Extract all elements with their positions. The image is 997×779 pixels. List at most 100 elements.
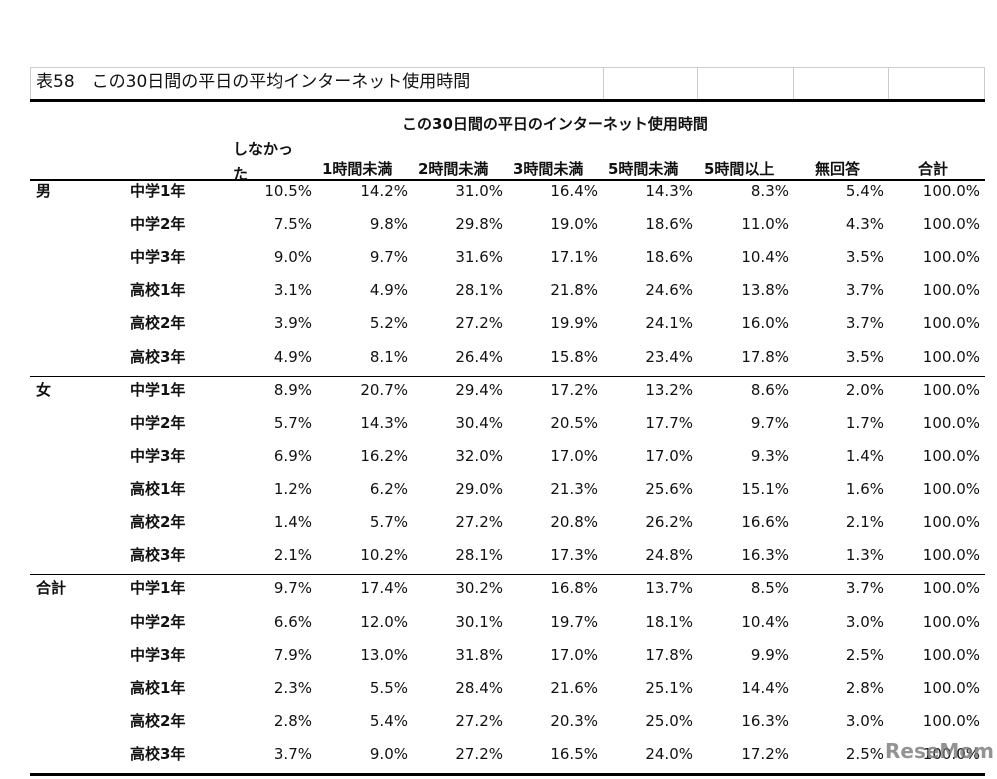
cell-value: 10.5%: [264, 182, 312, 200]
cell-value: 3.7%: [845, 579, 884, 598]
cell-value: 100.0%: [922, 579, 980, 598]
cell-value: 30.1%: [455, 612, 503, 631]
cell-value: 9.7%: [369, 248, 408, 267]
cell-value: 29.0%: [455, 480, 503, 499]
cell-value: 31.0%: [455, 182, 503, 200]
row-label: 中学3年: [130, 446, 186, 465]
cell-value: 13.2%: [645, 380, 693, 399]
rule: [30, 375, 985, 377]
cell-value: 21.6%: [550, 678, 598, 697]
cell-value: 8.3%: [750, 182, 789, 200]
empty-cell: [603, 67, 698, 100]
column-header: しなかった: [233, 140, 294, 183]
cell-value: 100.0%: [922, 480, 980, 499]
cell-value: 9.7%: [273, 579, 312, 598]
column-header: 5時間以上: [704, 160, 775, 178]
row-label: 高校3年: [130, 745, 186, 764]
rule: [30, 773, 985, 776]
cell-value: 10.4%: [741, 248, 789, 267]
cell-value: 1.6%: [845, 480, 884, 499]
cell-value: 26.4%: [455, 347, 503, 366]
cell-value: 1.7%: [845, 413, 884, 432]
row-label: 高校3年: [130, 347, 186, 366]
cell-value: 17.0%: [550, 446, 598, 465]
cell-value: 100.0%: [922, 711, 980, 730]
cell-value: 2.3%: [273, 678, 312, 697]
cell-value: 2.5%: [845, 645, 884, 664]
cell-value: 27.2%: [455, 314, 503, 333]
cell-value: 28.1%: [455, 546, 503, 565]
cell-value: 17.4%: [360, 579, 408, 598]
cell-value: 1.3%: [845, 546, 884, 565]
cell-value: 100.0%: [922, 678, 980, 697]
cell-value: 16.3%: [741, 711, 789, 730]
cell-value: 17.7%: [645, 413, 693, 432]
row-label: 高校2年: [130, 513, 186, 532]
row-label: 高校1年: [130, 678, 186, 697]
cell-value: 15.8%: [550, 347, 598, 366]
cell-value: 14.3%: [645, 182, 693, 200]
cell-value: 100.0%: [922, 248, 980, 267]
cell-value: 3.9%: [273, 314, 312, 333]
group-label: 女: [36, 380, 52, 399]
cell-value: 30.2%: [455, 579, 503, 598]
cell-value: 3.7%: [273, 745, 312, 764]
row-label: 高校2年: [130, 314, 186, 333]
cell-value: 27.2%: [455, 513, 503, 532]
cell-value: 16.4%: [550, 182, 598, 200]
row-label: 高校1年: [130, 281, 186, 300]
cell-value: 100.0%: [922, 645, 980, 664]
cell-value: 6.2%: [369, 480, 408, 499]
cell-value: 16.8%: [550, 579, 598, 598]
cell-value: 19.9%: [550, 314, 598, 333]
cell-value: 100.0%: [922, 314, 980, 333]
cell-value: 24.0%: [645, 745, 693, 764]
cell-value: 100.0%: [922, 446, 980, 465]
cell-value: 19.7%: [550, 612, 598, 631]
cell-value: 24.1%: [645, 314, 693, 333]
cell-value: 9.0%: [273, 248, 312, 267]
cell-value: 31.8%: [455, 645, 503, 664]
group-label: 男: [36, 182, 52, 200]
cell-value: 21.3%: [550, 480, 598, 499]
cell-value: 27.2%: [455, 745, 503, 764]
cell-value: 4.9%: [273, 347, 312, 366]
cell-value: 2.8%: [845, 678, 884, 697]
cell-value: 29.8%: [455, 215, 503, 234]
cell-value: 17.0%: [550, 645, 598, 664]
cell-value: 7.5%: [273, 215, 312, 234]
cell-value: 17.0%: [645, 446, 693, 465]
cell-value: 1.4%: [845, 446, 884, 465]
group-label: 合計: [36, 579, 67, 598]
cell-value: 20.5%: [550, 413, 598, 432]
cell-value: 5.4%: [369, 711, 408, 730]
cell-value: 19.0%: [550, 215, 598, 234]
cell-value: 20.7%: [360, 380, 408, 399]
row-label: 中学2年: [130, 413, 186, 432]
row-label: 中学3年: [130, 645, 186, 664]
cell-value: 2.5%: [845, 745, 884, 764]
cell-value: 17.2%: [550, 380, 598, 399]
cell-value: 100.0%: [922, 182, 980, 200]
cell-value: 10.2%: [360, 546, 408, 565]
cell-value: 14.3%: [360, 413, 408, 432]
cell-value: 2.0%: [845, 380, 884, 399]
cell-value: 15.1%: [741, 480, 789, 499]
row-label: 高校3年: [130, 546, 186, 565]
cell-value: 17.3%: [550, 546, 598, 565]
cell-value: 100.0%: [922, 546, 980, 565]
cell-value: 18.1%: [645, 612, 693, 631]
cell-value: 2.1%: [273, 546, 312, 565]
rule: [30, 179, 985, 181]
cell-value: 3.7%: [845, 281, 884, 300]
cell-value: 5.5%: [369, 678, 408, 697]
cell-value: 16.2%: [360, 446, 408, 465]
cell-value: 24.6%: [645, 281, 693, 300]
cell-value: 100.0%: [922, 745, 980, 764]
cell-value: 5.7%: [273, 413, 312, 432]
empty-cell: [793, 67, 889, 100]
group-title: この30日間の平日のインターネット使用時間: [402, 115, 708, 133]
column-header: 1時間未満: [322, 160, 393, 178]
cell-value: 27.2%: [455, 711, 503, 730]
cell-value: 4.3%: [845, 215, 884, 234]
